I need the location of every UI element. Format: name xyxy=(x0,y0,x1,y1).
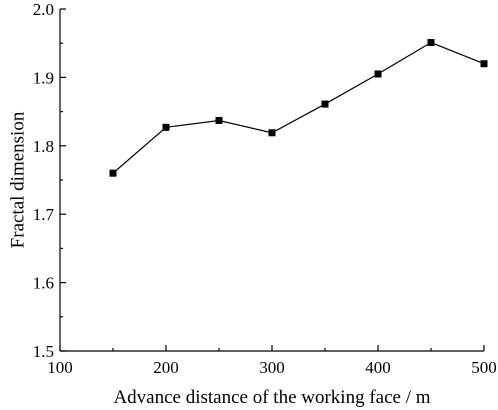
data-point xyxy=(162,123,170,131)
data-point xyxy=(427,39,435,47)
data-point xyxy=(321,100,329,108)
y-tick-label: 1.9 xyxy=(33,68,54,87)
y-tick-label: 1.6 xyxy=(33,274,54,293)
y-tick-label: 1.7 xyxy=(33,205,55,224)
y-tick-label: 1.8 xyxy=(33,137,54,156)
x-tick-label: 100 xyxy=(47,358,73,377)
axes xyxy=(59,9,484,352)
data-point xyxy=(109,169,117,177)
x-tick-label: 200 xyxy=(153,358,179,377)
series-line xyxy=(112,41,485,174)
x-tick-label: 500 xyxy=(471,358,497,377)
y-tick-label: 1.5 xyxy=(33,342,54,361)
y-tick-label: 2.0 xyxy=(33,0,54,19)
data-point xyxy=(374,70,382,78)
data-point xyxy=(268,129,276,137)
x-tick-label: 400 xyxy=(365,358,391,377)
y-ticks: 1.5 1.6 1.7 1.8 1.9 2.0 xyxy=(33,0,66,361)
x-axis-title: Advance distance of the working face / m xyxy=(113,387,430,408)
data-point xyxy=(215,116,223,124)
x-ticks: 100 200 300 400 500 xyxy=(47,345,497,377)
series xyxy=(109,39,488,177)
x-tick-label: 300 xyxy=(259,358,285,377)
data-point xyxy=(480,60,488,68)
y-axis-title: Fractal dimension xyxy=(8,111,29,248)
